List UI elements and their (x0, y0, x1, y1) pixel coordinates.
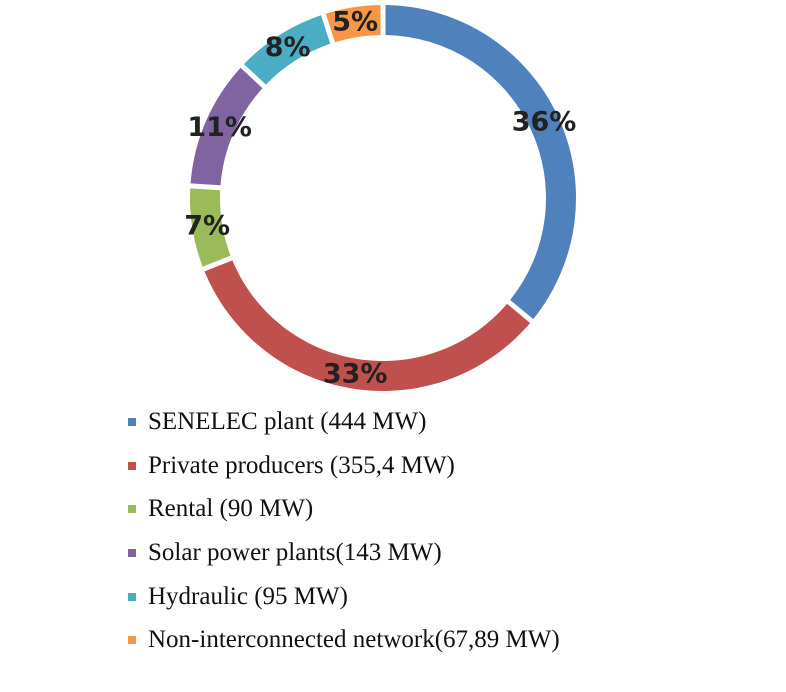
legend-swatch (128, 461, 136, 470)
legend-item: Hydraulic (95 MW) (128, 575, 560, 619)
donut-slice (385, 5, 576, 320)
slice-percent-label: 36% (512, 107, 577, 138)
legend-label: Private producers (355,4 MW) (148, 451, 455, 479)
legend-label: Non-interconnected network(67,89 MW) (148, 626, 560, 654)
legend-label: Hydraulic (95 MW) (148, 582, 348, 610)
legend-item: Non-interconnected network(67,89 MW) (128, 618, 560, 662)
legend-label: SENELEC plant (444 MW) (148, 407, 427, 435)
legend-swatch (128, 592, 136, 601)
legend-item: Solar power plants(143 MW) (128, 531, 560, 575)
chart-legend: SENELEC plant (444 MW) Private producers… (128, 400, 560, 662)
legend-label: Solar power plants(143 MW) (148, 538, 442, 566)
slice-percent-label: 7% (184, 210, 230, 241)
legend-swatch (128, 548, 136, 557)
donut-slice (244, 15, 331, 85)
legend-item: SENELEC plant (444 MW) (128, 400, 560, 444)
legend-swatch (128, 505, 136, 514)
slice-percent-label: 8% (265, 32, 311, 63)
donut-chart: 36% 33% 7% 11% 8% 5% (184, 5, 577, 391)
slice-percent-label: 11% (187, 112, 252, 143)
legend-item: Rental (90 MW) (128, 487, 560, 531)
donut-slice (190, 67, 263, 186)
legend-label: Rental (90 MW) (148, 495, 314, 523)
legend-swatch (128, 417, 136, 426)
legend-swatch (128, 636, 136, 645)
slice-percent-label: 33% (323, 358, 388, 389)
slice-percent-label: 5% (332, 7, 378, 38)
legend-item: Private producers (355,4 MW) (128, 444, 560, 488)
donut-slice (204, 260, 531, 391)
donut-slice (190, 188, 231, 267)
donut-slice (325, 5, 381, 43)
